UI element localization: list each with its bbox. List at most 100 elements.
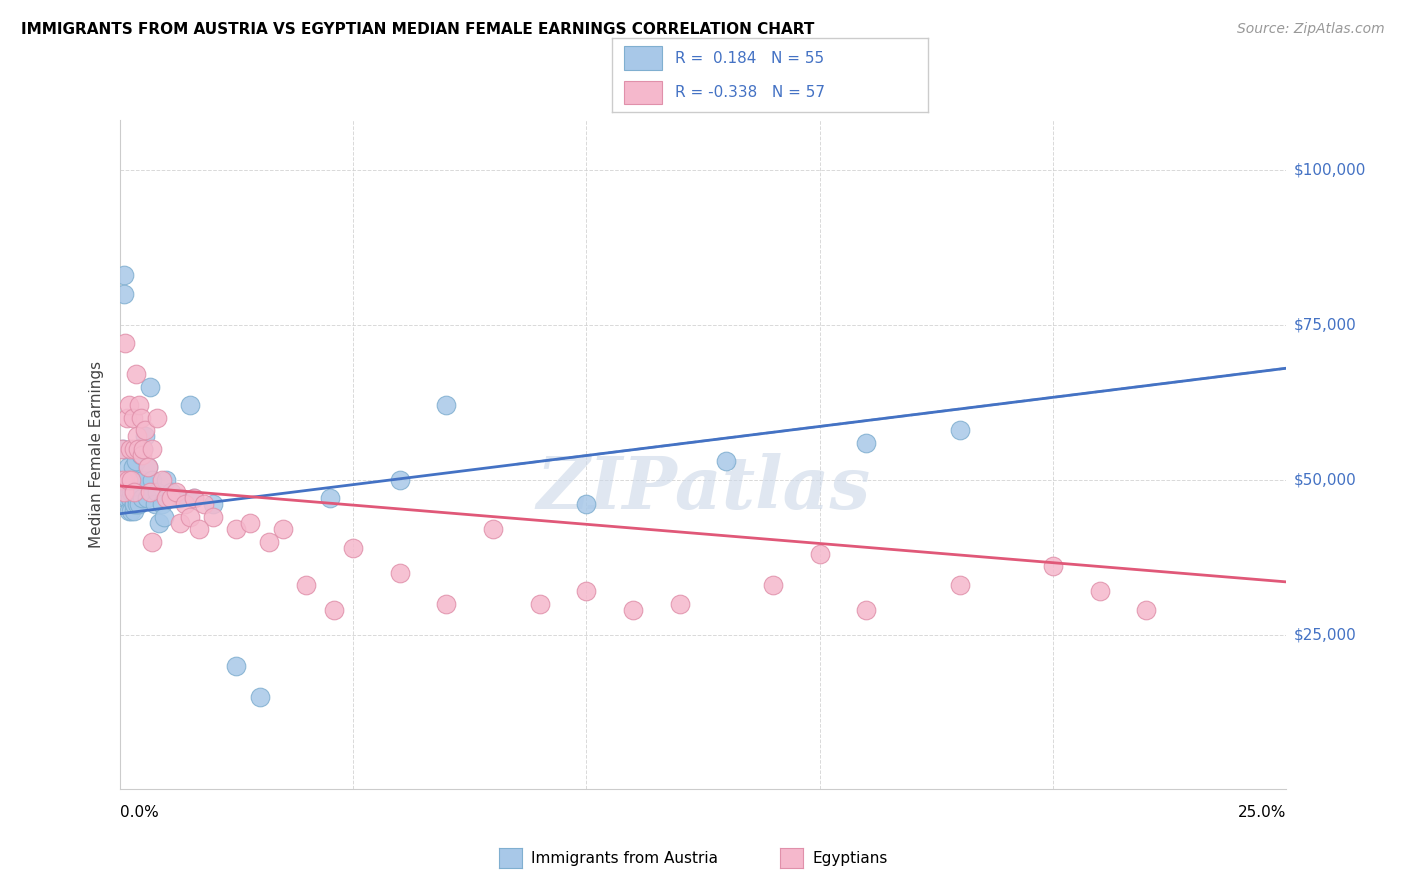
Point xyxy=(1135,603,1157,617)
Point xyxy=(169,491,191,506)
Bar xyxy=(624,81,662,104)
Point xyxy=(122,442,145,456)
Point xyxy=(155,473,177,487)
Point xyxy=(132,473,155,487)
Text: $100,000: $100,000 xyxy=(1294,162,1365,178)
Point xyxy=(128,398,150,412)
Text: 25.0%: 25.0% xyxy=(1239,805,1286,821)
Point xyxy=(1042,559,1064,574)
Point xyxy=(716,454,738,468)
Point xyxy=(122,498,145,512)
Point xyxy=(127,442,149,456)
Point xyxy=(115,410,138,425)
Point xyxy=(855,603,877,617)
Point xyxy=(127,498,149,512)
Point xyxy=(855,435,877,450)
Point xyxy=(148,516,170,530)
Point xyxy=(112,442,135,456)
Text: R = -0.338   N = 57: R = -0.338 N = 57 xyxy=(675,85,825,100)
Point xyxy=(125,491,148,506)
Point xyxy=(169,516,191,530)
Point xyxy=(249,690,271,704)
Point xyxy=(146,410,169,425)
Point xyxy=(118,491,141,506)
Point xyxy=(127,485,149,500)
Point xyxy=(120,503,142,517)
Point xyxy=(225,658,247,673)
Point xyxy=(132,442,155,456)
Point xyxy=(118,473,141,487)
Point xyxy=(1088,584,1111,599)
Point xyxy=(529,597,551,611)
Text: Source: ZipAtlas.com: Source: ZipAtlas.com xyxy=(1237,22,1385,37)
Point xyxy=(668,597,690,611)
Point xyxy=(160,491,183,506)
Point xyxy=(388,566,411,580)
Point xyxy=(179,398,201,412)
Point xyxy=(128,498,150,512)
Point xyxy=(132,442,155,456)
Point xyxy=(111,442,134,456)
Point xyxy=(114,336,136,351)
Point xyxy=(139,485,162,500)
Text: $75,000: $75,000 xyxy=(1294,318,1357,333)
Point xyxy=(257,534,280,549)
Text: IMMIGRANTS FROM AUSTRIA VS EGYPTIAN MEDIAN FEMALE EARNINGS CORRELATION CHART: IMMIGRANTS FROM AUSTRIA VS EGYPTIAN MEDI… xyxy=(21,22,814,37)
Point xyxy=(187,522,209,536)
Point xyxy=(115,473,138,487)
Point xyxy=(150,473,173,487)
Point xyxy=(117,473,139,487)
Point xyxy=(318,491,340,506)
Point xyxy=(121,410,143,425)
Point xyxy=(434,597,457,611)
Point xyxy=(165,491,187,506)
Point xyxy=(125,454,148,468)
Point xyxy=(131,491,153,506)
Point xyxy=(146,485,169,500)
Point xyxy=(808,547,831,561)
Point xyxy=(621,603,644,617)
Point xyxy=(434,398,457,412)
Point xyxy=(141,534,163,549)
Point xyxy=(134,423,156,437)
Point xyxy=(165,485,187,500)
Point xyxy=(201,498,224,512)
Text: $25,000: $25,000 xyxy=(1294,627,1357,642)
Text: R =  0.184   N = 55: R = 0.184 N = 55 xyxy=(675,51,824,66)
Point xyxy=(131,448,153,462)
Point xyxy=(115,491,138,506)
Point xyxy=(135,491,157,506)
Point xyxy=(121,485,143,500)
Point xyxy=(323,603,346,617)
Point xyxy=(112,485,135,500)
Point xyxy=(482,522,505,536)
Point xyxy=(127,429,149,443)
Point xyxy=(129,448,152,462)
Point xyxy=(120,473,142,487)
Point xyxy=(388,473,411,487)
Point xyxy=(183,491,205,506)
Point xyxy=(122,503,145,517)
Point xyxy=(134,429,156,443)
Point xyxy=(121,460,143,475)
Point xyxy=(239,516,262,530)
Point xyxy=(575,584,598,599)
Text: Egyptians: Egyptians xyxy=(813,851,889,865)
Point xyxy=(112,268,135,283)
Text: Immigrants from Austria: Immigrants from Austria xyxy=(531,851,718,865)
Text: 0.0%: 0.0% xyxy=(120,805,159,821)
Point xyxy=(118,442,141,456)
Point xyxy=(117,460,139,475)
Point xyxy=(114,491,136,506)
Bar xyxy=(624,46,662,70)
Text: $50,000: $50,000 xyxy=(1294,472,1357,487)
Point xyxy=(225,522,247,536)
Point xyxy=(118,398,141,412)
Point xyxy=(762,578,785,592)
Point xyxy=(124,485,146,500)
Point xyxy=(271,522,294,536)
Point xyxy=(949,578,972,592)
Point xyxy=(136,460,159,475)
Point xyxy=(150,498,173,512)
Point xyxy=(136,460,159,475)
